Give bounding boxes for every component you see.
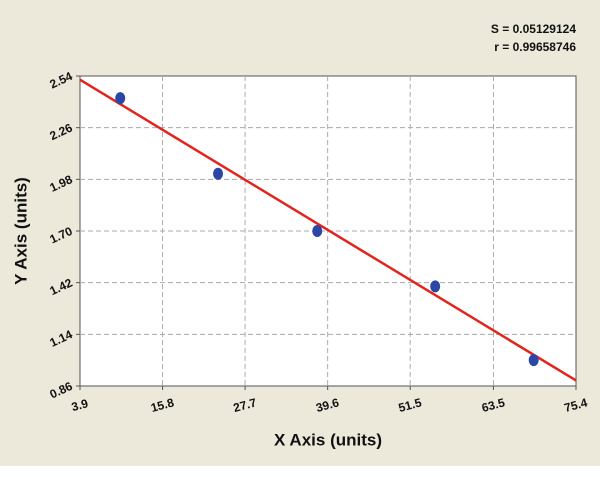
annotation: r = 0.99658746 xyxy=(494,40,576,54)
data-point xyxy=(528,354,539,367)
x-tick-label: 15.8 xyxy=(149,395,175,415)
data-point xyxy=(115,92,126,105)
x-tick-label: 75.4 xyxy=(563,395,589,415)
x-tick-label: 51.5 xyxy=(397,395,423,415)
x-tick-label: 39.6 xyxy=(314,395,340,415)
data-point xyxy=(430,280,441,293)
data-point xyxy=(213,167,224,180)
x-tick-label: 63.5 xyxy=(480,395,506,415)
y-axis-title: Y Axis (units) xyxy=(11,177,30,285)
data-point xyxy=(312,225,323,237)
x-tick-label: 27.7 xyxy=(232,395,258,415)
annotation: S = 0.05129124 xyxy=(491,22,576,36)
fit-line xyxy=(79,78,577,382)
x-axis-title: X Axis (units) xyxy=(274,430,382,449)
x-tick-label: 3.9 xyxy=(70,396,90,414)
